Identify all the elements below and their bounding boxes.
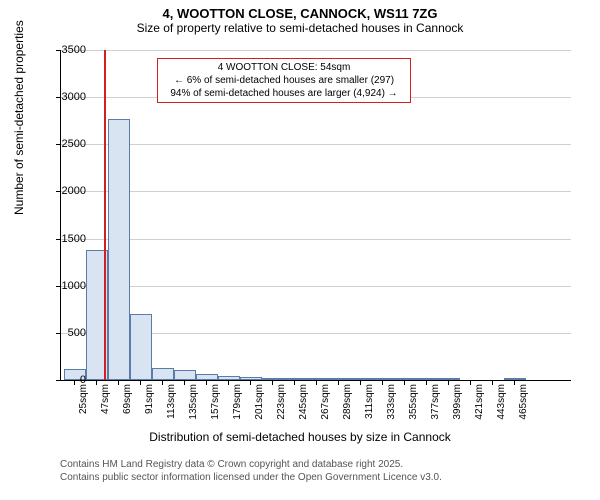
xtick-mark — [228, 380, 229, 385]
xtick-label: 465sqm — [518, 384, 529, 420]
xtick-mark — [338, 380, 339, 385]
histogram-bar — [372, 378, 394, 380]
histogram-bar — [108, 119, 130, 380]
histogram-bar — [504, 378, 526, 380]
xtick-label: 377sqm — [430, 384, 441, 420]
histogram-bar — [152, 368, 174, 380]
ytick-label: 500 — [46, 327, 86, 339]
chart-container: 4, WOOTTON CLOSE, CANNOCK, WS11 7ZG Size… — [0, 0, 600, 500]
xtick-mark — [492, 380, 493, 385]
xtick-mark — [96, 380, 97, 385]
histogram-bar — [328, 378, 350, 380]
attribution-line2: Contains public sector information licen… — [60, 471, 442, 484]
xtick-label: 355sqm — [408, 384, 419, 420]
histogram-bar — [130, 314, 152, 380]
histogram-bar — [174, 370, 196, 380]
xtick-mark — [448, 380, 449, 385]
xtick-mark — [426, 380, 427, 385]
xtick-mark — [206, 380, 207, 385]
histogram-bar — [284, 378, 306, 380]
xtick-mark — [272, 380, 273, 385]
annotation-line2: ← 6% of semi-detached houses are smaller… — [164, 74, 404, 87]
histogram-bar — [262, 378, 284, 380]
xtick-label: 113sqm — [166, 384, 177, 420]
xtick-label: 91sqm — [144, 384, 155, 420]
histogram-bar — [196, 374, 218, 380]
xtick-label: 179sqm — [232, 384, 243, 420]
xtick-label: 267sqm — [320, 384, 331, 420]
xtick-mark — [382, 380, 383, 385]
xtick-label: 47sqm — [100, 384, 111, 420]
plot-region: 4 WOOTTON CLOSE: 54sqm ← 6% of semi-deta… — [60, 50, 571, 381]
xtick-mark — [360, 380, 361, 385]
property-marker-line — [104, 50, 106, 380]
xtick-label: 311sqm — [364, 384, 375, 420]
xtick-mark — [294, 380, 295, 385]
chart-title: 4, WOOTTON CLOSE, CANNOCK, WS11 7ZG — [0, 0, 600, 21]
xtick-label: 443sqm — [496, 384, 507, 420]
histogram-bar — [218, 376, 240, 380]
ytick-label: 1000 — [46, 280, 86, 292]
xtick-mark — [316, 380, 317, 385]
histogram-bar — [350, 378, 372, 380]
xtick-mark — [162, 380, 163, 385]
xtick-label: 201sqm — [254, 384, 265, 420]
xtick-mark — [404, 380, 405, 385]
xtick-mark — [140, 380, 141, 385]
xtick-label: 399sqm — [452, 384, 463, 420]
xtick-label: 25sqm — [78, 384, 89, 420]
histogram-bar — [416, 378, 438, 380]
chart-subtitle: Size of property relative to semi-detach… — [0, 21, 600, 35]
xtick-label: 157sqm — [210, 384, 221, 420]
ytick-label: 3500 — [46, 44, 86, 56]
histogram-bar — [306, 378, 328, 380]
attribution-line1: Contains HM Land Registry data © Crown c… — [60, 458, 442, 471]
gridline — [61, 144, 571, 145]
ytick-label: 2500 — [46, 138, 86, 150]
annotation-line3: 94% of semi-detached houses are larger (… — [164, 87, 404, 100]
xtick-mark — [184, 380, 185, 385]
histogram-bar — [240, 377, 262, 380]
xtick-mark — [118, 380, 119, 385]
xtick-mark — [470, 380, 471, 385]
xtick-label: 421sqm — [474, 384, 485, 420]
gridline — [61, 50, 571, 51]
ytick-label: 2000 — [46, 185, 86, 197]
gridline — [61, 191, 571, 192]
xtick-label: 69sqm — [122, 384, 133, 420]
gridline — [61, 239, 571, 240]
chart-area: 4 WOOTTON CLOSE: 54sqm ← 6% of semi-deta… — [60, 50, 570, 420]
y-axis-label: Number of semi-detached properties — [12, 20, 26, 215]
gridline — [61, 286, 571, 287]
ytick-label: 3000 — [46, 91, 86, 103]
attribution-text: Contains HM Land Registry data © Crown c… — [60, 458, 442, 484]
histogram-bar — [438, 378, 460, 380]
xtick-mark — [514, 380, 515, 385]
xtick-label: 333sqm — [386, 384, 397, 420]
ytick-label: 0 — [46, 374, 86, 386]
xtick-label: 245sqm — [298, 384, 309, 420]
histogram-bar — [394, 378, 416, 380]
xtick-label: 135sqm — [188, 384, 199, 420]
x-axis-label: Distribution of semi-detached houses by … — [0, 430, 600, 444]
ytick-label: 1500 — [46, 233, 86, 245]
annotation-box: 4 WOOTTON CLOSE: 54sqm ← 6% of semi-deta… — [157, 58, 411, 103]
xtick-mark — [250, 380, 251, 385]
xtick-label: 223sqm — [276, 384, 287, 420]
annotation-line1: 4 WOOTTON CLOSE: 54sqm — [164, 61, 404, 74]
xtick-label: 289sqm — [342, 384, 353, 420]
